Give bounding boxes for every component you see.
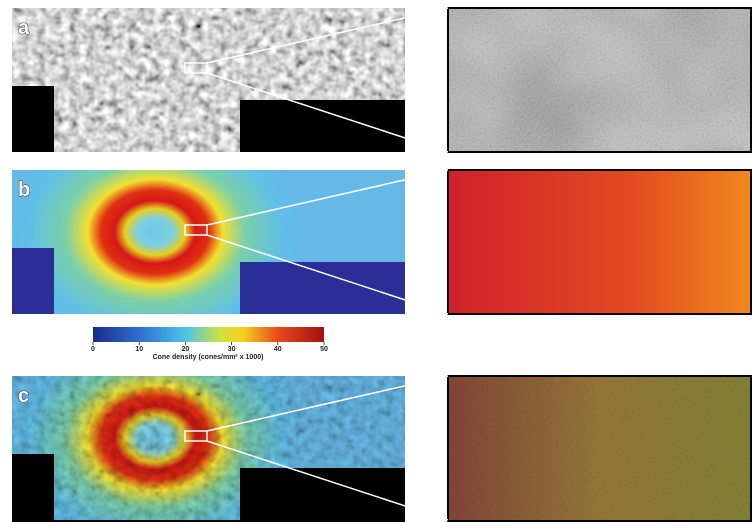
panel-b: b — [12, 170, 405, 314]
zoom-c — [448, 376, 752, 522]
zoom-a — [448, 8, 752, 152]
zoom-cells — [448, 376, 752, 522]
panel-a: a — [12, 8, 405, 152]
zoom-b — [448, 170, 752, 314]
panel-label: c — [18, 385, 29, 407]
zoom-bg — [448, 170, 752, 314]
tick-label: 10 — [135, 346, 143, 353]
colorbar-gradient — [93, 327, 324, 342]
zoom-cells — [448, 8, 752, 152]
colorbar: Cone density (cones/mm² x 1000) 0 10 20 30 4… — [91, 327, 328, 361]
tick-label: 20 — [182, 346, 190, 353]
figure: a b Cone density (cones/mm² x 1000) 0 10 2… — [0, 0, 752, 522]
panel-label: b — [18, 179, 30, 201]
panel-c: c — [12, 376, 405, 522]
tick-label: 30 — [228, 346, 236, 353]
tick-label: 40 — [274, 346, 282, 353]
tick-label: 0 — [91, 346, 95, 353]
tick-label: 50 — [320, 346, 328, 353]
colorbar-label: Cone density (cones/mm² x 1000) — [153, 354, 264, 361]
panel-label: a — [18, 17, 30, 39]
